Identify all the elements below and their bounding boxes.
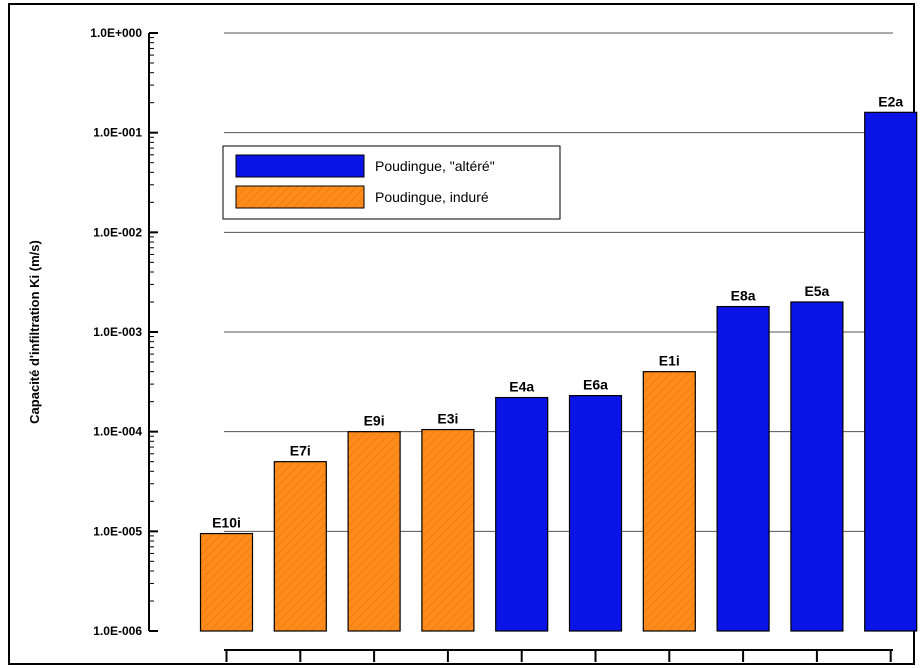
y-axis-title: Capacité d'infiltration Ki (m/s) [27,240,42,424]
bar-label: E9i [364,413,385,429]
bar-e8a [716,305,770,632]
y-tick-label: 1.0E-001 [93,126,142,140]
bar-label: E10i [212,515,241,531]
grid-lines [224,32,893,532]
legend-label-indure: Poudingue, induré [375,189,489,205]
x-axis [224,649,893,662]
bar-e5a [790,301,844,632]
y-tick-label: 1.0E-006 [93,624,142,638]
y-tick-label: 1.0E-002 [93,225,142,239]
bar-e9i [347,431,401,632]
y-tick-label: 1.0E-004 [93,425,142,439]
bar-e2a [864,111,918,632]
y-tick-label: 1.0E+000 [90,26,142,40]
legend-label-altere: Poudingue, "altéré" [375,158,495,174]
y-axis: 1.0E-006 1.0E-005 1.0E-004 1.0E-003 1.0E-002… [90,26,158,638]
legend-swatch-indure [235,185,365,209]
bar-label: E1i [659,353,680,369]
bar-label: E5a [804,283,829,299]
bar-e4a [495,396,549,632]
bar-label: E6a [583,377,608,393]
legend-swatch-altere [235,154,365,178]
bar-label: E8a [731,288,756,304]
bar-e1i [642,371,696,632]
bar-e10i [199,532,254,632]
bar-label: E7i [290,443,311,459]
bar-e6a [568,395,623,632]
y-tick-label: 1.0E-005 [93,524,142,538]
bars: E10i E7i E9i E3i E4a E6a E1i E8a E5a E2a [199,93,918,632]
bar-label: E4a [509,379,534,395]
legend: Poudingue, "altéré" Poudingue, induré [222,145,561,220]
y-tick-label: 1.0E-003 [93,325,142,339]
bar-e7i [273,461,327,632]
bar-e3i [421,428,475,632]
bar-label: E3i [437,411,458,427]
bar-label: E2a [878,93,903,109]
